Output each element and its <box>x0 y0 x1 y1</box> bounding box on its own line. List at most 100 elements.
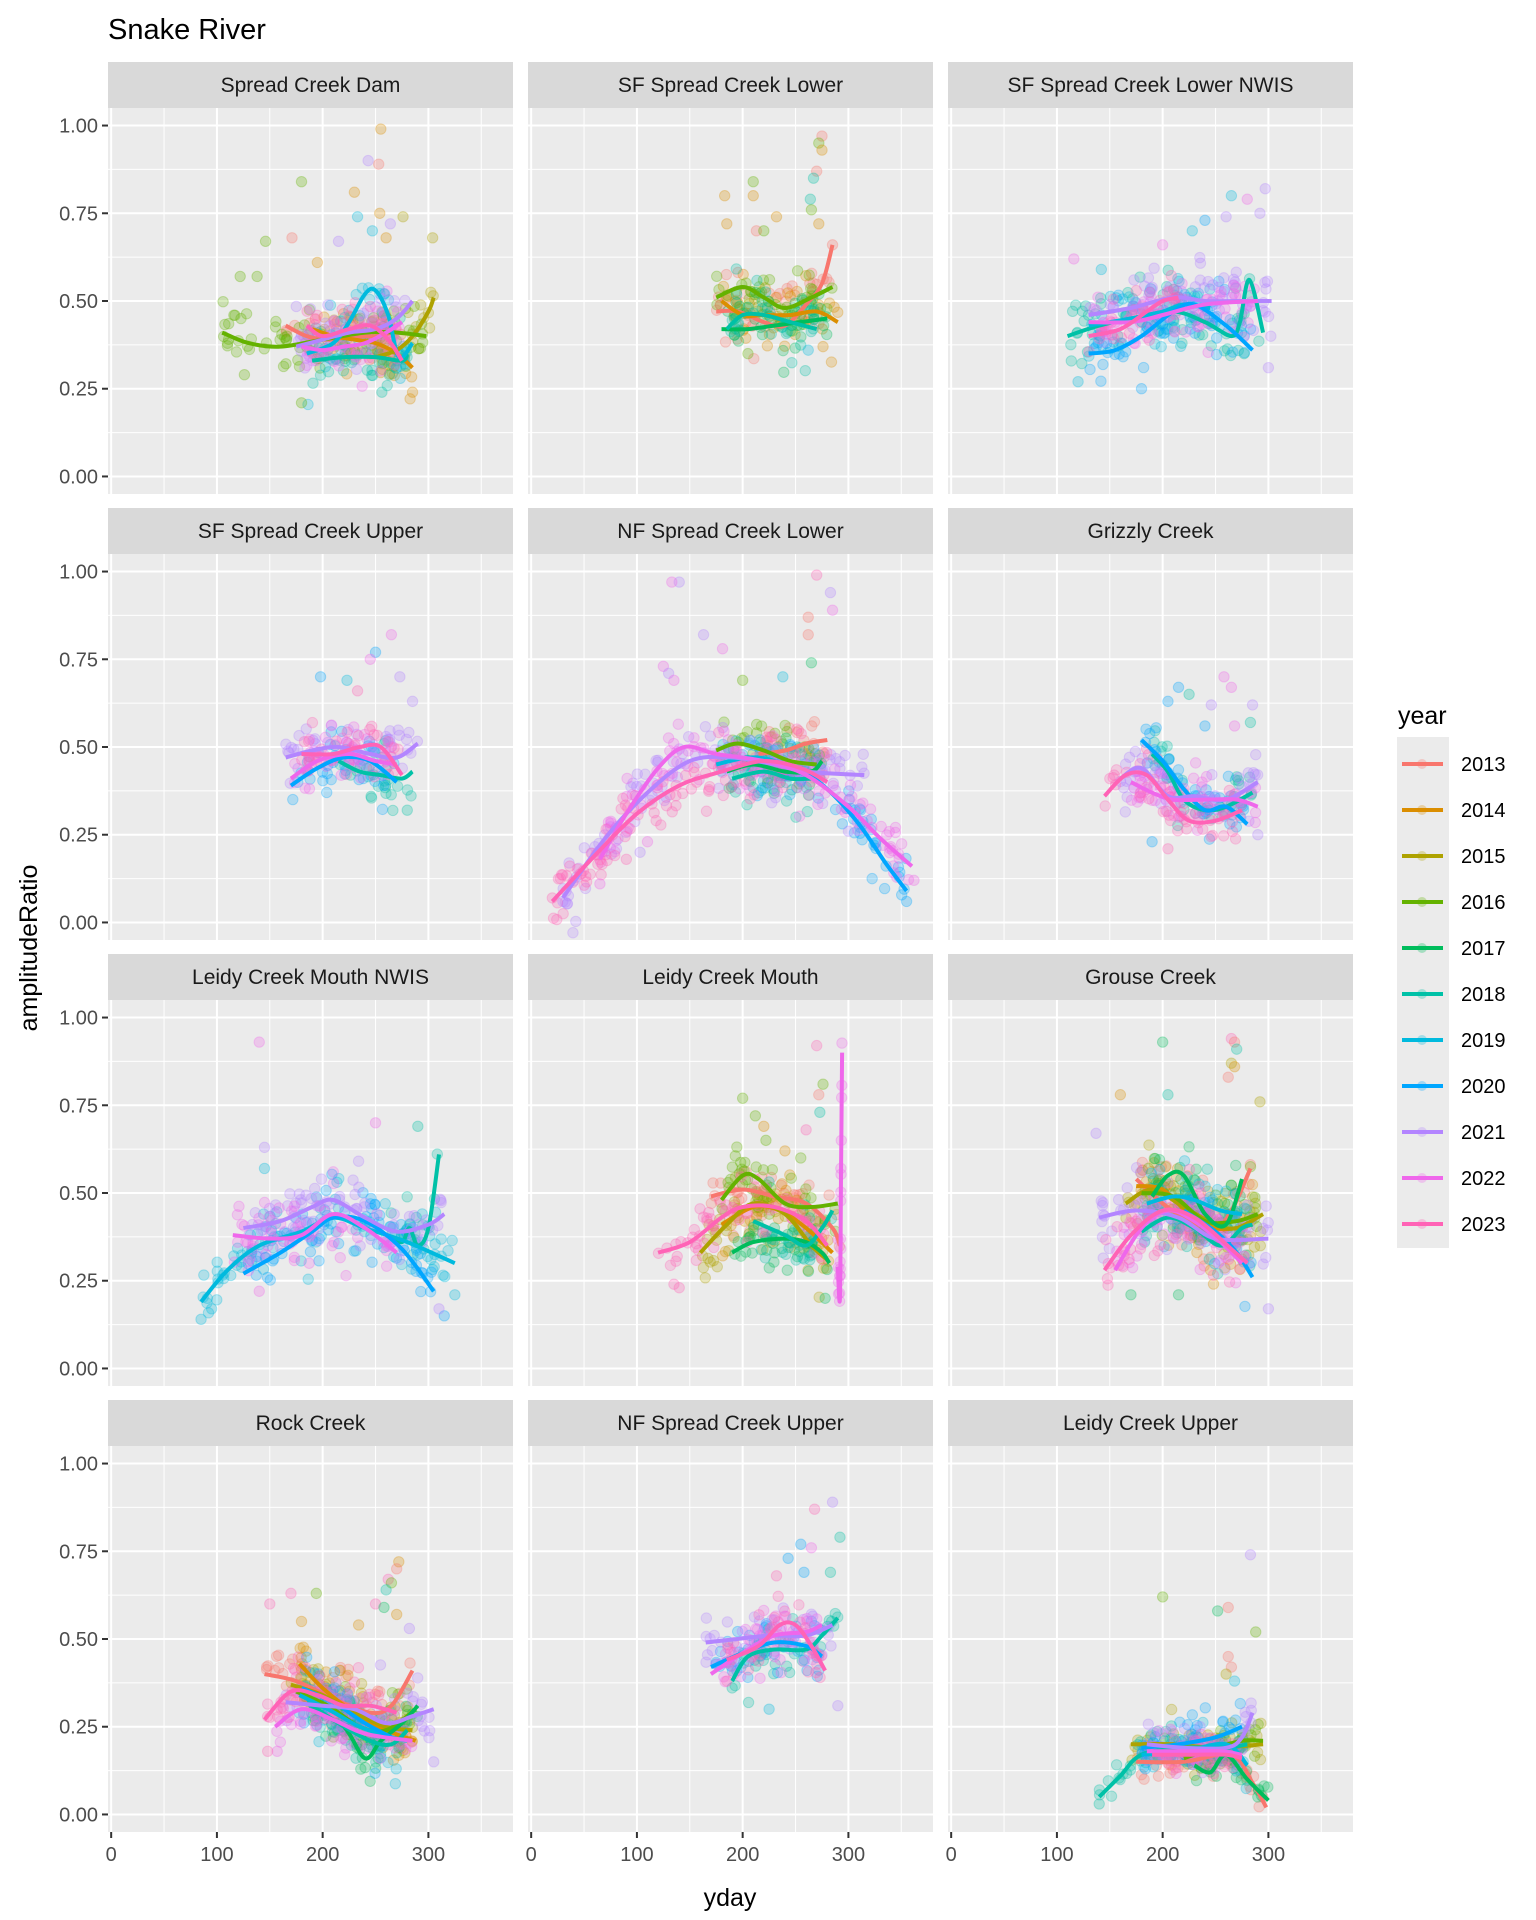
scatter-point <box>610 843 623 855</box>
scatter-point <box>688 732 700 744</box>
scatter-point <box>621 825 633 837</box>
scatter-point <box>752 1655 765 1667</box>
scatter-point <box>1225 1661 1238 1673</box>
scatter-point <box>805 282 817 295</box>
scatter-point <box>780 1660 793 1672</box>
scatter-point <box>755 720 768 732</box>
scatter-point <box>303 783 316 795</box>
scatter-point <box>264 1598 276 1610</box>
scatter-point <box>319 731 332 744</box>
panel-marks <box>260 1556 440 1790</box>
scatter-point <box>768 1668 780 1680</box>
scatter-point <box>1251 769 1264 781</box>
scatter-point <box>1198 1260 1210 1272</box>
scatter-point <box>351 211 364 223</box>
scatter-point <box>1229 276 1241 288</box>
scatter-point <box>388 369 401 382</box>
scatter-point <box>769 727 781 740</box>
scatter-point <box>1197 1716 1209 1729</box>
facet-strip <box>528 62 933 108</box>
scatter-point <box>1220 311 1232 323</box>
scatter-point <box>1131 796 1144 808</box>
scatter-point <box>354 1692 366 1705</box>
scatter-point <box>379 1198 391 1210</box>
scatter-point <box>1215 286 1227 298</box>
scatter-point <box>1254 1096 1266 1108</box>
scatter-point <box>836 818 849 830</box>
scatter-point <box>781 1264 793 1276</box>
scatter-point <box>424 1724 436 1737</box>
scatter-point <box>325 719 338 731</box>
scatter-point <box>755 784 767 797</box>
scatter-point <box>1188 1769 1201 1782</box>
scatter-point <box>765 1171 778 1184</box>
smooth-line-2021 <box>243 1197 446 1234</box>
scatter-point <box>780 327 793 340</box>
scatter-point <box>350 1245 362 1257</box>
scatter-point <box>323 1677 335 1689</box>
smooth-line-2023 <box>1152 1752 1243 1761</box>
scatter-point <box>327 1166 339 1178</box>
scatter-point <box>798 782 810 795</box>
scatter-point <box>1168 321 1181 334</box>
scatter-point <box>786 325 798 337</box>
scatter-point <box>321 767 333 780</box>
scatter-point <box>742 1671 754 1684</box>
scatter-point <box>664 1259 677 1272</box>
scatter-point <box>1223 1276 1236 1288</box>
scatter-point <box>343 1685 356 1697</box>
x-tick-label: 100 <box>1040 1844 1073 1866</box>
scatter-point <box>317 775 329 787</box>
scatter-point <box>1123 1253 1135 1266</box>
scatter-point <box>401 1191 413 1203</box>
panel-marks <box>1065 183 1277 395</box>
legend-key-point <box>1417 1127 1427 1137</box>
smooth-line-2023 <box>1103 770 1243 825</box>
scatter-point <box>399 1747 411 1759</box>
scatter-point <box>1167 332 1180 344</box>
scatter-point <box>351 685 364 697</box>
facet-strip-label: NF Spread Creek Lower <box>617 520 843 543</box>
scatter-point <box>757 775 770 787</box>
scatter-point <box>1224 314 1236 326</box>
scatter-point <box>310 1587 323 1600</box>
scatter-point <box>1072 376 1084 388</box>
scatter-point <box>293 729 305 742</box>
scatter-point <box>757 1243 769 1256</box>
scatter-point <box>1230 821 1243 833</box>
scatter-point <box>1100 337 1113 350</box>
scatter-point <box>358 1201 371 1213</box>
scatter-point <box>1107 336 1120 348</box>
scatter-point <box>1149 725 1161 737</box>
scatter-point <box>752 786 765 799</box>
scatter-point <box>387 804 399 817</box>
scatter-point <box>1212 1267 1224 1280</box>
x-tick-label: 0 <box>946 1844 957 1866</box>
scatter-point <box>1199 214 1211 226</box>
scatter-point <box>294 1642 306 1654</box>
scatter-point <box>1167 809 1180 822</box>
scatter-point <box>699 1272 711 1284</box>
scatter-point <box>1163 753 1175 765</box>
scatter-point <box>779 340 791 352</box>
scatter-point <box>794 339 807 351</box>
scatter-point <box>711 298 723 311</box>
scatter-point <box>1152 1165 1164 1177</box>
scatter-point <box>1186 1728 1198 1741</box>
scatter-point <box>393 1700 406 1712</box>
scatter-point <box>1172 764 1185 776</box>
scatter-point <box>315 1230 327 1242</box>
scatter-point <box>272 1649 285 1661</box>
scatter-point <box>1172 824 1184 837</box>
scatter-point <box>374 207 386 219</box>
facet-panel: NF Spread Creek Lower <box>528 508 933 940</box>
scatter-point <box>578 842 590 854</box>
scatter-point <box>390 1563 403 1575</box>
scatter-point <box>361 364 374 376</box>
scatter-point <box>1245 1697 1257 1709</box>
scatter-point <box>288 1251 301 1264</box>
scatter-point <box>292 1651 304 1663</box>
scatter-point <box>714 1645 727 1658</box>
scatter-point <box>1165 269 1177 282</box>
